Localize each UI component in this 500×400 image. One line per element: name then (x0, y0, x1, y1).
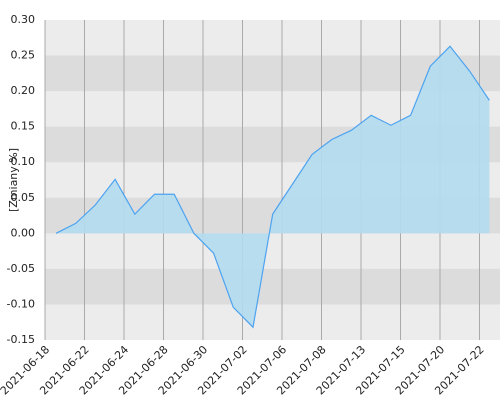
y-tick-label: 0.30 (11, 13, 36, 26)
grid-band (45, 268, 500, 305)
area (56, 46, 490, 328)
y-axis-label: [Zmiany %] (7, 148, 20, 212)
y-tick-label: -0.05 (7, 262, 35, 275)
y-tick-label: 0.10 (11, 155, 36, 168)
y-tick-label: 0.05 (11, 191, 36, 204)
y-tick-label: 0.20 (11, 84, 36, 97)
y-tick-label: -0.10 (7, 297, 35, 310)
y-tick-label: 0.00 (11, 226, 36, 239)
line (55, 45, 490, 329)
y-tick-label: -0.15 (7, 333, 35, 346)
y-tick-label: 0.15 (11, 120, 36, 133)
y-tick-label: 0.25 (11, 49, 36, 62)
